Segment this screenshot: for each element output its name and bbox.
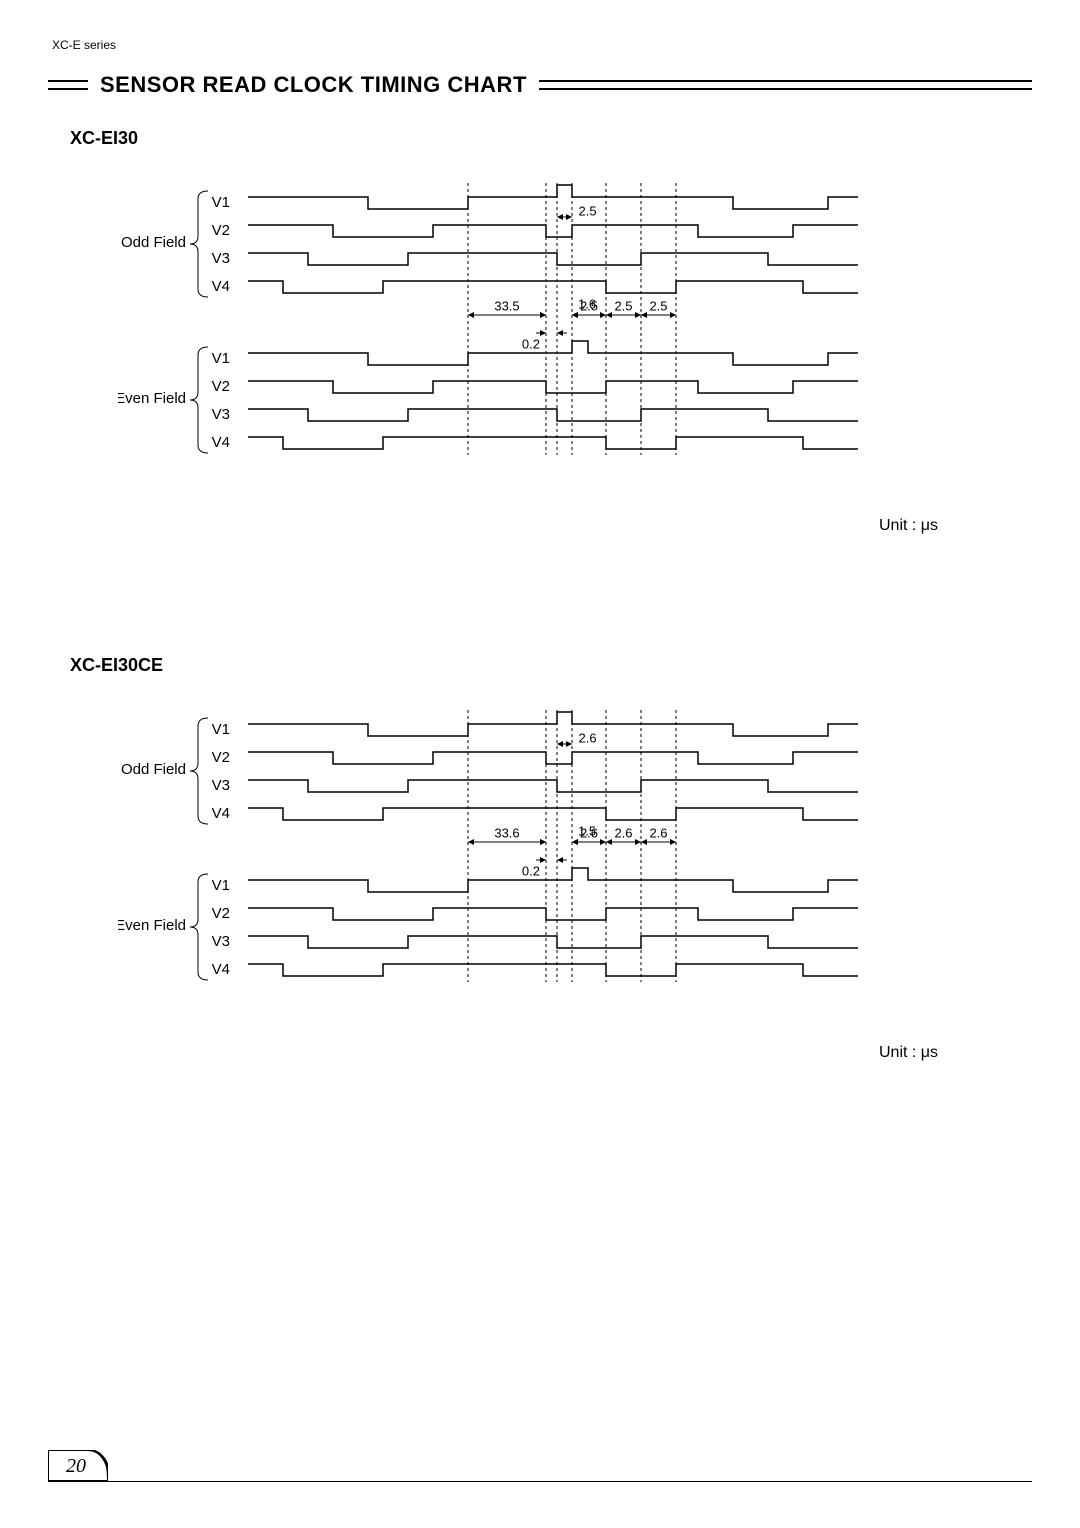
svg-text:2.5: 2.5	[614, 298, 632, 313]
svg-text:V4: V4	[212, 961, 230, 978]
series-tag: XC-E series	[52, 38, 1032, 52]
heading-line-left	[48, 80, 88, 90]
chart-subtitle: XC-EI30CE	[70, 655, 1032, 676]
svg-text:V1: V1	[212, 877, 230, 894]
svg-text:V3: V3	[212, 406, 230, 423]
svg-text:2.5: 2.5	[580, 298, 598, 313]
timing-chart: V1V2V3V4Odd Field2.533.51.60.22.52.52.5V…	[118, 179, 1032, 535]
svg-text:2.5: 2.5	[649, 298, 667, 313]
svg-text:33.5: 33.5	[494, 298, 519, 313]
svg-text:Even Field: Even Field	[118, 390, 186, 407]
timing-chart: V1V2V3V4Odd Field2.633.61.50.22.62.62.6V…	[118, 706, 1032, 1062]
svg-text:2.6: 2.6	[580, 825, 598, 840]
svg-text:V1: V1	[212, 721, 230, 738]
svg-text:V4: V4	[212, 805, 230, 822]
timing-svg: V1V2V3V4Odd Field2.533.51.60.22.52.52.5V…	[118, 179, 938, 509]
page-number-tab: 20	[48, 1450, 108, 1482]
svg-text:V3: V3	[212, 777, 230, 794]
svg-text:V2: V2	[212, 749, 230, 766]
svg-text:0.2: 0.2	[522, 863, 540, 878]
svg-text:2.6: 2.6	[649, 825, 667, 840]
heading-text: SENSOR READ CLOCK TIMING CHART	[88, 72, 539, 98]
svg-text:Even Field: Even Field	[118, 917, 186, 934]
svg-text:Odd Field: Odd Field	[121, 234, 186, 251]
page-number: 20	[66, 1455, 86, 1477]
timing-svg: V1V2V3V4Odd Field2.633.61.50.22.62.62.6V…	[118, 706, 938, 1036]
svg-text:V3: V3	[212, 250, 230, 267]
svg-text:33.6: 33.6	[494, 825, 519, 840]
page: XC-E series SENSOR READ CLOCK TIMING CHA…	[0, 0, 1080, 1528]
svg-text:V1: V1	[212, 194, 230, 211]
svg-text:2.6: 2.6	[614, 825, 632, 840]
svg-text:2.6: 2.6	[579, 730, 597, 745]
chart-subtitle: XC-EI30	[70, 128, 1032, 149]
svg-text:V4: V4	[212, 434, 230, 451]
svg-text:V2: V2	[212, 905, 230, 922]
svg-text:2.5: 2.5	[579, 203, 597, 218]
unit-label: Unit : μs	[118, 1044, 938, 1062]
svg-text:V2: V2	[212, 378, 230, 395]
page-rule	[48, 1481, 1032, 1482]
unit-label: Unit : μs	[118, 517, 938, 535]
svg-text:Odd Field: Odd Field	[121, 761, 186, 778]
svg-text:V1: V1	[212, 350, 230, 367]
svg-text:0.2: 0.2	[522, 336, 540, 351]
heading-row: SENSOR READ CLOCK TIMING CHART	[48, 72, 1032, 98]
heading-line-right	[539, 80, 1032, 90]
svg-text:V2: V2	[212, 222, 230, 239]
svg-text:V4: V4	[212, 278, 230, 295]
svg-text:V3: V3	[212, 933, 230, 950]
